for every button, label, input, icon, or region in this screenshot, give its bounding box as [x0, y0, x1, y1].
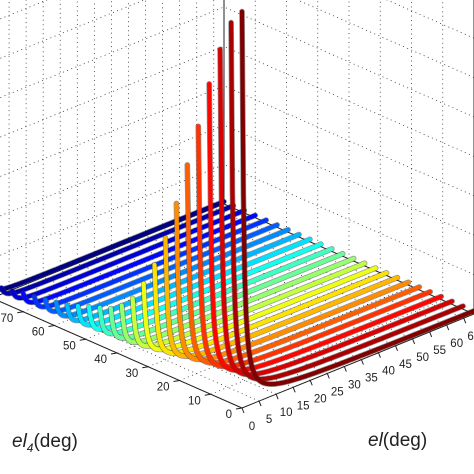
x-axis-line	[241, 313, 474, 409]
series-line	[97, 246, 334, 336]
series-line	[196, 124, 433, 369]
x-tick-label: 40	[382, 366, 395, 378]
y-tick-label: 60	[32, 327, 45, 339]
x-axis-label: el(deg)	[368, 430, 427, 451]
series-line	[0, 199, 227, 292]
x-tick-mark	[446, 324, 450, 331]
x-tick-mark	[429, 331, 433, 338]
grid-line	[179, 221, 430, 333]
x-tick-label: 5	[266, 414, 272, 426]
x-tick-mark	[343, 366, 347, 372]
series-line	[185, 162, 422, 365]
x-tick-label: 45	[399, 359, 412, 371]
y-tick-label: 0	[226, 409, 232, 421]
grid-line	[296, 0, 474, 78]
y-tick-mark	[17, 311, 24, 314]
y-tick-label: 70	[0, 313, 13, 325]
grid-line	[162, 228, 413, 340]
x-tick-mark	[241, 407, 245, 414]
x-tick-mark	[309, 380, 313, 386]
y-tick-label: 10	[188, 395, 201, 407]
grid-line	[128, 242, 379, 354]
x-tick-mark	[292, 387, 296, 393]
y-tick-mark	[173, 380, 180, 382]
series-line	[86, 242, 323, 332]
grid-line	[223, 124, 474, 236]
series-line	[207, 81, 444, 373]
x-tick-label: 55	[433, 345, 446, 357]
y-tick-mark	[110, 352, 118, 355]
x-tick-mark	[395, 345, 398, 351]
series-line	[64, 232, 302, 323]
grid-line	[196, 214, 447, 326]
y-tick-mark	[235, 407, 243, 410]
grid-line	[223, 6, 474, 118]
series-line	[42, 222, 280, 314]
y-tick-mark	[204, 393, 211, 396]
x-tick-mark	[258, 400, 262, 407]
x-tick-label: 25	[331, 386, 344, 398]
series-line	[53, 227, 291, 318]
grid-line	[223, 164, 474, 275]
x-tick-label: 30	[348, 380, 361, 392]
series-line	[239, 9, 474, 387]
x-tick-label: 15	[297, 400, 310, 412]
x-tick-label: 60	[450, 338, 463, 350]
grid-line	[0, 0, 146, 59]
x-tick-label: 0	[249, 421, 255, 433]
grid-line	[386, 0, 474, 39]
y-tick-mark	[48, 325, 55, 327]
grid-line	[223, 85, 474, 197]
y-axis-label: el4(deg)	[12, 431, 78, 455]
grid-line	[0, 0, 48, 20]
grid-line	[0, 46, 225, 138]
x-tick-mark	[360, 359, 364, 365]
x-tick-label: 10	[280, 407, 293, 419]
series-line	[75, 237, 312, 327]
grid-line	[0, 85, 225, 177]
y-tick-label: 20	[157, 382, 170, 394]
x-tick-mark	[275, 393, 279, 400]
series-layer	[0, 8, 474, 387]
x-tick-mark	[412, 338, 416, 345]
y-tick-label: 50	[63, 340, 76, 352]
grid-line	[0, 6, 225, 99]
x-tick-mark	[378, 352, 381, 358]
x-tick-mark	[326, 373, 330, 379]
grid-line	[145, 235, 396, 347]
y-tick-label: 30	[125, 368, 138, 380]
x-tick-label: 50	[416, 352, 429, 364]
x-tick-mark	[463, 317, 467, 324]
series-line	[163, 235, 400, 359]
series-line	[21, 213, 258, 305]
x-tick-label: 35	[365, 373, 378, 385]
series-line	[32, 218, 269, 309]
series-line	[229, 20, 466, 382]
grid-line	[8, 290, 260, 402]
grid-line	[111, 249, 362, 360]
series-line	[0, 203, 236, 296]
y-tick-label: 40	[94, 354, 107, 366]
series-line	[218, 47, 455, 377]
grid-line	[25, 283, 277, 395]
x-tick-label: 65	[467, 331, 474, 343]
grid-line	[223, 46, 474, 157]
series-line	[10, 208, 247, 300]
tick-layer: 0510152025303540455055606501020304050607…	[0, 311, 474, 433]
y-tick-mark	[142, 366, 149, 369]
series-line	[174, 201, 411, 362]
y-tick-mark	[79, 338, 86, 341]
x-tick-label: 20	[314, 393, 327, 405]
grid-line	[213, 207, 464, 319]
